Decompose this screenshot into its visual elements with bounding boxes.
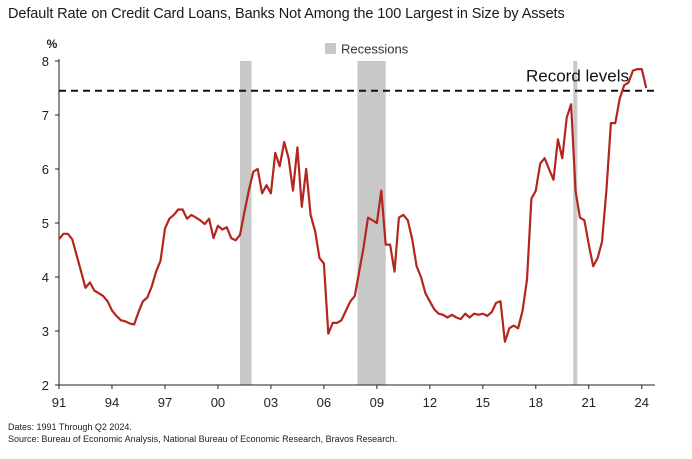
footer-dates: Dates: 1991 Through Q2 2024. — [8, 422, 132, 432]
y-tick-label: 3 — [42, 324, 49, 339]
recession-band — [240, 61, 252, 385]
recession-band — [573, 61, 578, 385]
default-rate-series-line — [58, 68, 648, 343]
recession-bands — [240, 61, 578, 385]
x-tick-label: 00 — [211, 395, 225, 410]
y-tick-label: 4 — [42, 270, 49, 285]
recession-band — [357, 61, 386, 385]
y-tick-label: 5 — [42, 216, 49, 231]
x-tick-label: 21 — [582, 395, 596, 410]
x-tick-label: 94 — [105, 395, 119, 410]
y-tick-label: 6 — [42, 162, 49, 177]
x-tick-label: 91 — [52, 395, 66, 410]
x-tick-label: 06 — [317, 395, 331, 410]
footer-source: Source: Bureau of Economic Analysis, Nat… — [8, 434, 398, 444]
x-axis-ticks: 91 94 97 00 03 06 09 12 15 18 21 24 — [52, 385, 649, 410]
y-unit-label: % — [47, 37, 58, 51]
x-tick-label: 97 — [158, 395, 172, 410]
x-tick-label: 03 — [264, 395, 278, 410]
y-tick-label: 7 — [42, 108, 49, 123]
x-tick-label: 24 — [635, 395, 649, 410]
x-tick-label: 09 — [370, 395, 384, 410]
x-tick-label: 18 — [529, 395, 543, 410]
record-level-label: Record levels — [526, 67, 629, 86]
y-tick-label: 2 — [42, 378, 49, 393]
axes — [58, 59, 655, 386]
legend-swatch-recessions — [325, 43, 336, 54]
x-tick-label: 12 — [423, 395, 437, 410]
y-axis-ticks: 2 3 4 5 6 7 8 — [42, 54, 59, 393]
legend-label-recessions: Recessions — [341, 42, 409, 57]
y-tick-label: 8 — [42, 54, 49, 69]
legend: Recessions — [325, 42, 409, 57]
x-tick-label: 15 — [476, 395, 490, 410]
chart-title: Default Rate on Credit Card Loans, Banks… — [8, 6, 565, 22]
